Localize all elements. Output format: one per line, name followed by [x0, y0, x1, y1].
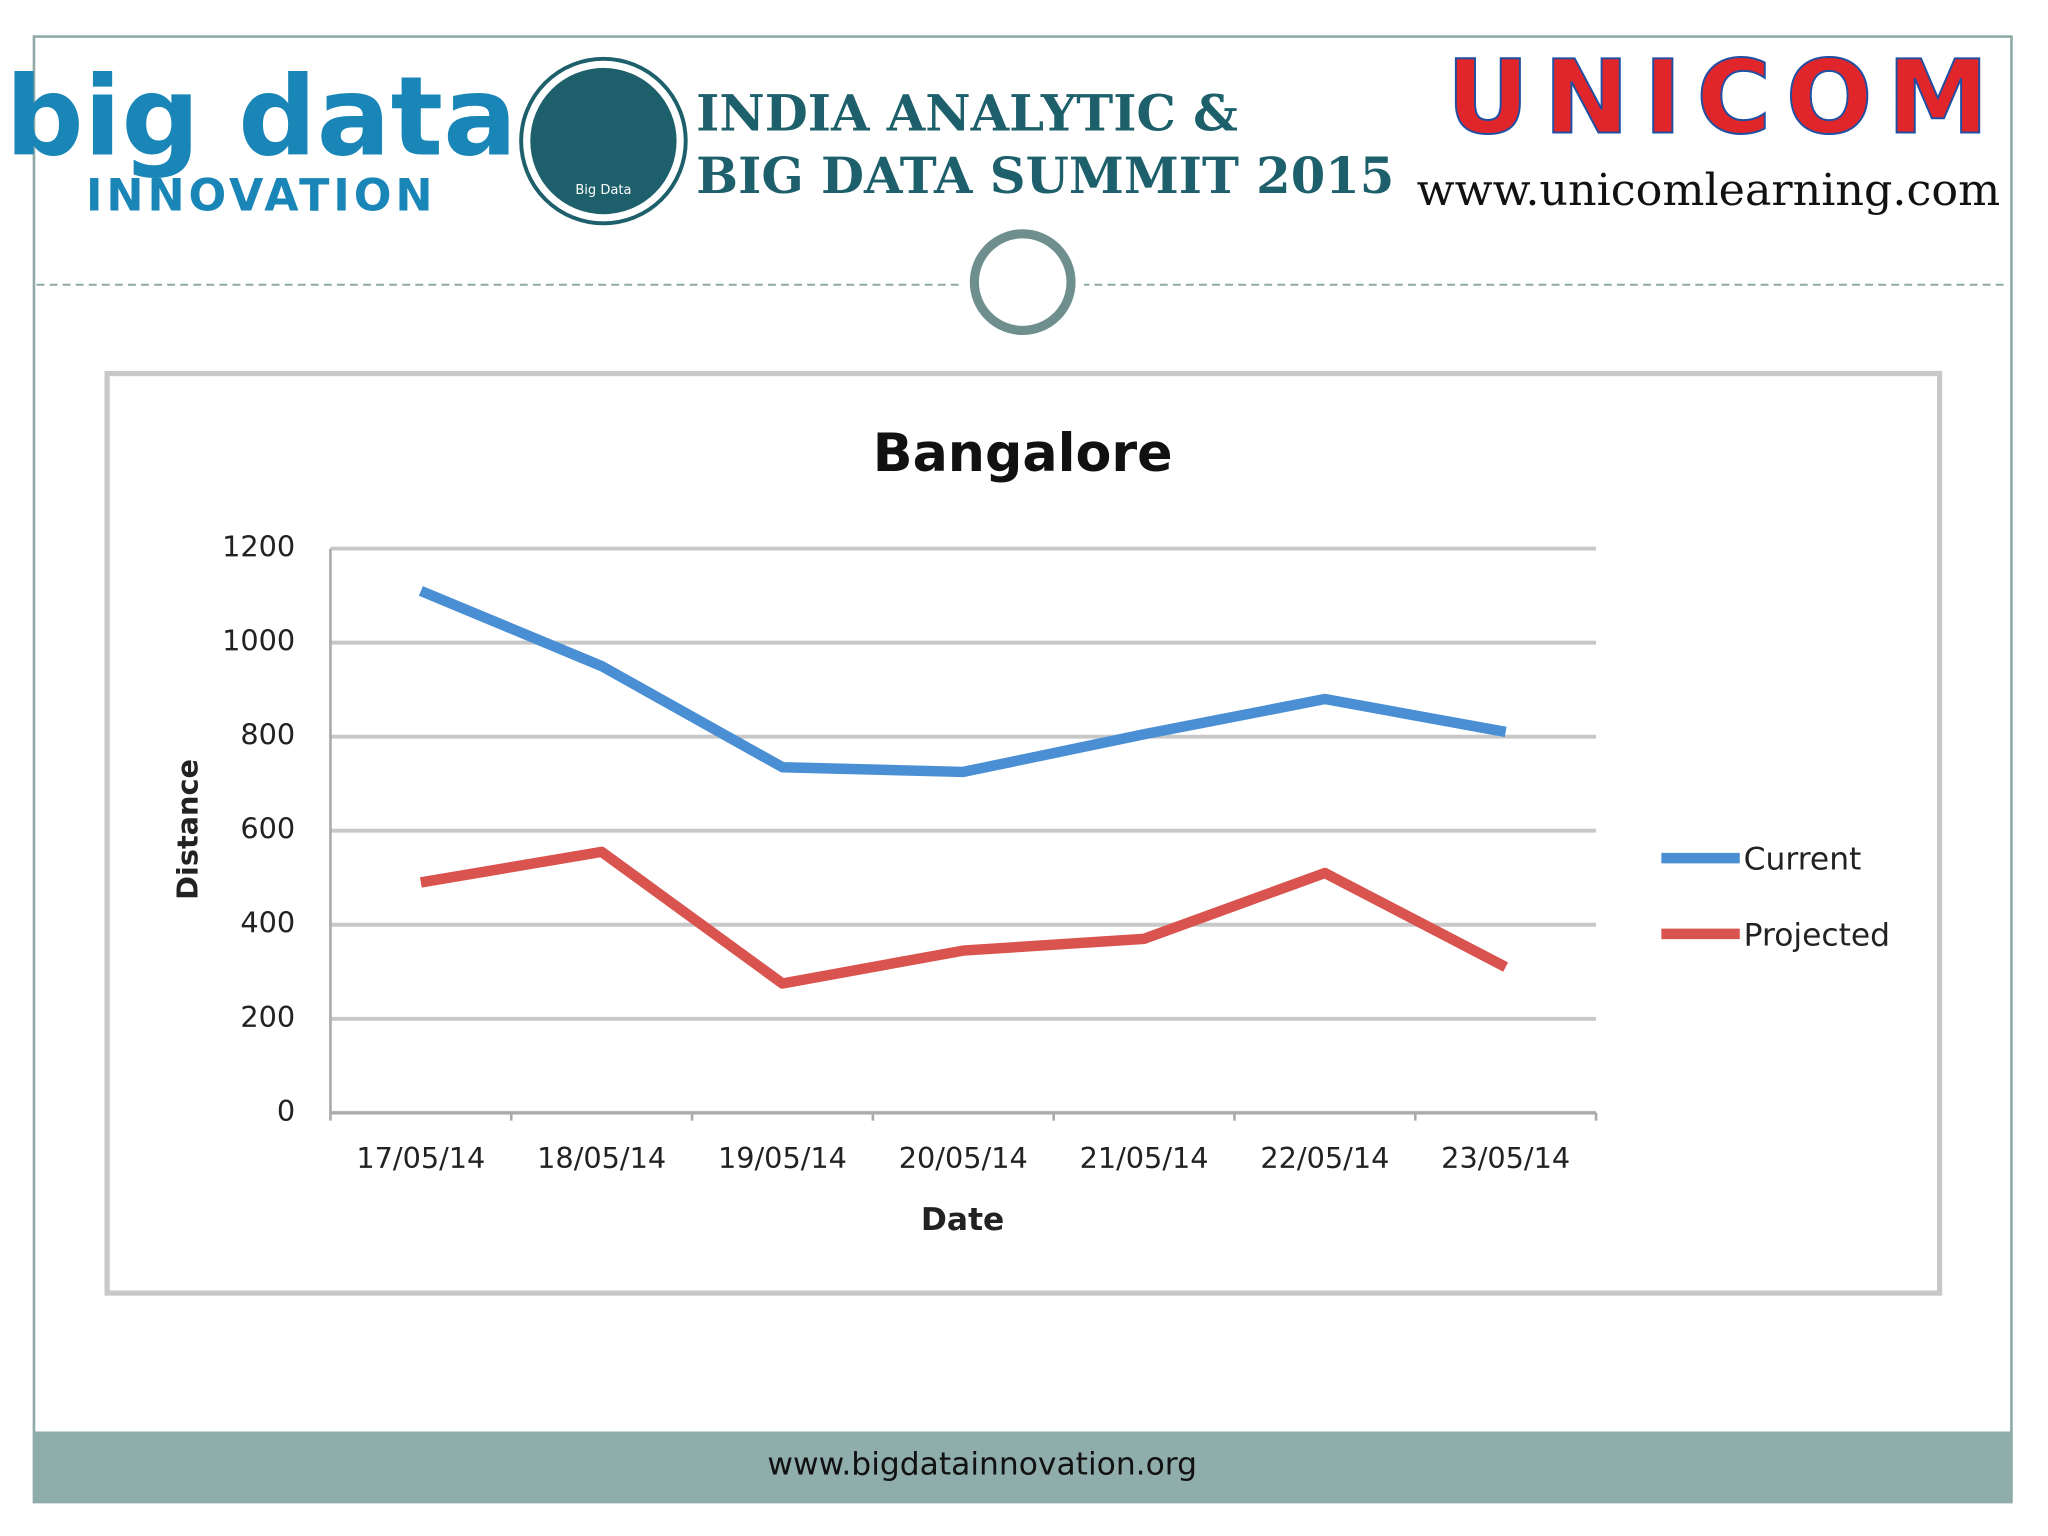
unicom-logo: UNICOM	[1447, 38, 1989, 157]
logo-subtext: INNOVATION	[86, 171, 436, 222]
footer-url: www.bigdatainnovation.org	[767, 1446, 1197, 1482]
chart-title: Bangalore	[873, 424, 1173, 484]
footer-band	[33, 1431, 2012, 1503]
y-tick-label: 800	[240, 718, 295, 752]
y-tick-label: 0	[277, 1094, 295, 1128]
y-tick-label: 400	[240, 906, 295, 940]
x-tick-label: 17/05/14	[356, 1141, 485, 1175]
x-axis-title: Date	[921, 1202, 1004, 1238]
y-tick-label: 1200	[222, 530, 295, 564]
badge-text: Big Data	[575, 183, 631, 198]
y-tick-label: 1000	[222, 624, 295, 658]
badge	[530, 67, 677, 215]
unicom-url: www.unicomlearning.com	[1417, 165, 2001, 216]
x-tick-label: 19/05/14	[718, 1141, 847, 1175]
y-axis-title: Distance	[170, 759, 204, 900]
summit-title: BIG DATA SUMMIT 2015	[696, 146, 1394, 205]
x-tick-label: 18/05/14	[537, 1141, 666, 1175]
y-tick-label: 200	[240, 1000, 295, 1034]
divider-circle	[969, 229, 1076, 336]
x-tick-label: 22/05/14	[1260, 1141, 1389, 1175]
logo-text: big data	[5, 52, 517, 180]
chart-frame	[104, 370, 1943, 1296]
y-tick-label: 600	[240, 812, 295, 846]
x-tick-label: 23/05/14	[1441, 1141, 1570, 1175]
x-tick-label: 21/05/14	[1080, 1141, 1209, 1175]
x-tick-label: 20/05/14	[899, 1141, 1028, 1175]
summit-title: INDIA ANALYTIC &	[696, 84, 1238, 143]
legend-label: Projected	[1744, 917, 1890, 953]
legend-label: Current	[1744, 842, 1862, 878]
series-line	[418, 586, 1507, 778]
series-line	[419, 846, 1509, 989]
